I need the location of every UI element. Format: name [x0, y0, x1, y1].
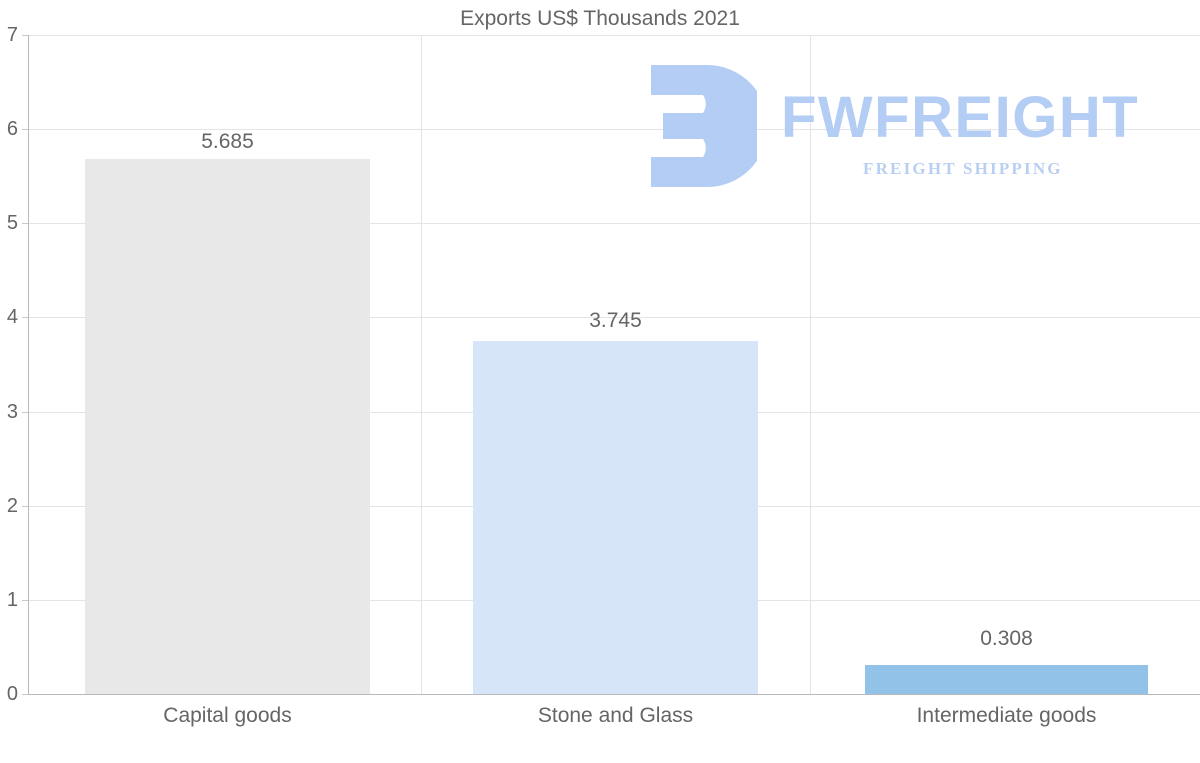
bar-stone-and-glass[interactable]: [473, 341, 758, 694]
chart-title: Exports US$ Thousands 2021: [460, 7, 740, 30]
ytick-mark-6: [22, 129, 28, 130]
ytick-label-6: 6: [6, 118, 18, 140]
x-axis-line: [28, 694, 1200, 695]
ytick-mark-1: [22, 600, 28, 601]
gridline-x-1: [421, 35, 422, 694]
ytick-label-7: 7: [6, 24, 18, 46]
gridline-y-5: [28, 223, 1200, 224]
gridline-x-2: [810, 35, 811, 694]
y-axis-line: [28, 35, 29, 695]
ytick-label-2: 2: [6, 495, 18, 517]
gridline-y-6: [28, 129, 1200, 130]
bars-layer: [28, 35, 1200, 694]
gridline-y-7: [28, 35, 1200, 36]
ytick-mark-5: [22, 223, 28, 224]
ytick-mark-4: [22, 317, 28, 318]
ytick-label-5: 5: [6, 212, 18, 234]
bar-intermediate-goods[interactable]: [865, 665, 1148, 694]
ytick-label-3: 3: [6, 401, 18, 423]
ytick-label-4: 4: [6, 306, 18, 328]
bar-value-capital-goods: 5.685: [201, 130, 254, 153]
ytick-mark-7: [22, 35, 28, 36]
ytick-label-1: 1: [6, 589, 18, 611]
ytick-mark-2: [22, 506, 28, 507]
gridline-y-4: [28, 317, 1200, 318]
xtick-label-capital-goods: Capital goods: [163, 704, 292, 727]
ytick-mark-0: [22, 694, 28, 695]
ytick-mark-3: [22, 412, 28, 413]
ytick-label-0: 0: [6, 683, 18, 705]
bar-value-intermediate-goods: 0.308: [980, 627, 1033, 650]
bar-capital-goods[interactable]: [85, 159, 370, 694]
xtick-label-intermediate-goods: Intermediate goods: [916, 704, 1097, 727]
bar-value-stone-and-glass: 3.745: [589, 309, 642, 332]
xtick-label-stone-and-glass: Stone and Glass: [537, 704, 694, 727]
